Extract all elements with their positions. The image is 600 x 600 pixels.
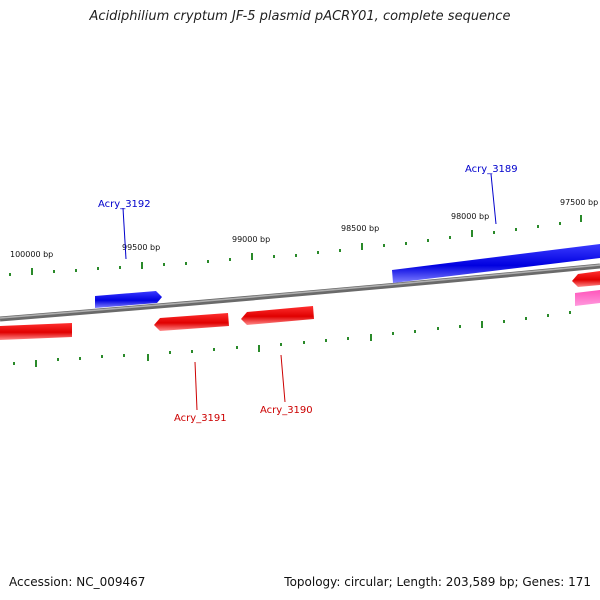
summary-text: Topology: circular; Length: 203,589 bp; … [284, 575, 591, 589]
map-title: Acidiphilium cryptum JF-5 plasmid pACRY0… [89, 9, 511, 24]
gene-label-acry-3190[interactable]: Acry_3190 [260, 405, 313, 416]
inner-tick-ring [13, 311, 571, 367]
gene-acry-3191-arrow[interactable] [154, 313, 229, 331]
leader-acry-3189 [490, 173, 497, 225]
tick-label-100000: 100000 bp [10, 250, 53, 259]
gene-label-acry-3191[interactable]: Acry_3191 [174, 413, 227, 424]
backbone-arc [0, 263, 600, 322]
leader-acry-3190 [280, 354, 286, 403]
outer-tick-ring [9, 215, 582, 276]
tick-label-99000: 99000 bp [232, 235, 270, 244]
tick-label-98000: 98000 bp [451, 212, 489, 221]
gene-acry-3192-arrow[interactable] [95, 291, 162, 308]
gene-label-acry-3192[interactable]: Acry_3192 [98, 199, 151, 210]
tick-label-97500: 97500 bp [560, 198, 598, 207]
gene-left-edge-arrow[interactable] [0, 323, 72, 340]
leader-acry-3192 [122, 207, 127, 260]
leader-acry-3191 [194, 361, 198, 411]
gene-right-edge-red-arrow[interactable] [572, 271, 600, 287]
gene-right-edge-pink-arrow[interactable] [575, 290, 600, 306]
gene-acry-3189-arrow[interactable] [392, 244, 600, 283]
tick-label-98500: 98500 bp [341, 224, 379, 233]
tick-label-99500: 99500 bp [122, 243, 160, 252]
gene-acry-3190-arrow[interactable] [241, 306, 314, 325]
gene-label-acry-3189[interactable]: Acry_3189 [465, 164, 518, 175]
accession-text: Accession: NC_009467 [9, 575, 146, 589]
